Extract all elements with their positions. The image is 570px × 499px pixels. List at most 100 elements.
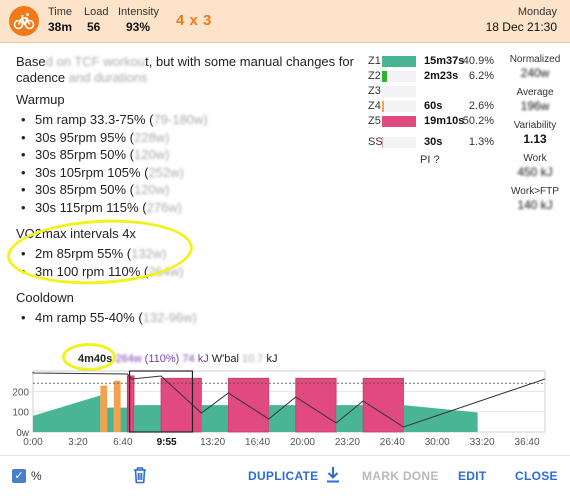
step-list: 4m ramp 55-40% (132-96w) <box>18 309 356 327</box>
intro-text: cadence <box>16 70 66 85</box>
zone-row: Z4 60s 2.6% <box>368 99 494 114</box>
percent-checkbox[interactable]: ✓ <box>12 469 26 483</box>
workout-header: Time 38m Load 56 Intensity 93% 4 x 3 Mon… <box>0 0 570 43</box>
zone-bar-track <box>382 56 416 67</box>
zone-bar <box>382 116 416 127</box>
stat-label: Time <box>48 6 73 18</box>
workout-metrics: Normalized 240w Average 196w Variability 1.13… <box>504 54 566 219</box>
chart-segment-z1 <box>134 405 161 432</box>
chart-x-tick-label: 20:00 <box>290 437 315 448</box>
chart-y-tick-label: 200 <box>12 387 29 398</box>
step-list: 2m 85rpm 55% (132w)3m 100 rpm 110% (264w… <box>18 245 356 280</box>
step-watts-redacted: 79-180w) <box>153 112 208 127</box>
step-item: 30s 95rpm 95% (228w) <box>18 129 356 147</box>
step-watts-redacted: 276w) <box>146 199 182 215</box>
bicycle-icon <box>9 6 39 36</box>
step-text: 30s 85rpm 50% ( <box>35 147 134 162</box>
chart-x-tick-label: 36:40 <box>515 437 540 448</box>
step-item: 4m ramp 55-40% (132-96w) <box>18 309 356 327</box>
readout-kj-unit: kJ <box>194 353 209 365</box>
readout-kj: 74 <box>182 353 195 365</box>
chart-x-tick-label: 26:40 <box>380 437 405 448</box>
stat-value: 56 <box>87 20 101 34</box>
zone-bar-track <box>382 137 416 148</box>
download-button[interactable] <box>326 466 340 489</box>
readout-power: 264w <box>115 353 142 365</box>
readout-wbal: 10.7 <box>241 353 264 365</box>
metric-label: Normalized <box>509 54 561 65</box>
metric-value: 1.13 <box>523 132 547 146</box>
workout-day: Monday <box>517 6 557 18</box>
zone-row: Z1 15m37s 40.9% <box>368 54 494 69</box>
step-item: 3m 100 rpm 110% (264w) <box>18 263 356 281</box>
stat-label: Intensity <box>118 6 159 18</box>
zone-name: Z5 <box>368 115 381 127</box>
chart-segment-z5 <box>160 377 202 433</box>
zone-bar <box>382 137 384 148</box>
action-bar: ✓ % DUPLICATE MARK DONE EDIT CLOSE <box>0 455 570 499</box>
chart-x-tick-label: 33:20 <box>470 437 495 448</box>
section-title: Warmup <box>16 92 65 107</box>
chart-x-tick-label: 23:20 <box>335 437 360 448</box>
trash-icon <box>134 467 146 484</box>
edit-button[interactable]: EDIT <box>458 469 487 483</box>
zone-name: Z4 <box>368 100 381 112</box>
zone-name: Z3 <box>368 85 381 97</box>
metric-label: Variability <box>513 120 557 131</box>
mark-done-button[interactable]: MARK DONE <box>362 469 439 483</box>
workout-datetime: 18 Dec 21:30 <box>485 20 557 34</box>
step-item: 5m ramp 33.3-75% (79-180w) <box>18 111 356 129</box>
metric-average: Average 196w <box>504 87 566 114</box>
step-watts-redacted: 132w) <box>131 246 167 261</box>
chart-x-tick-label: 6:40 <box>113 437 133 448</box>
step-list: 5m ramp 33.3-75% (79-180w)30s 95rpm 95% … <box>18 111 356 216</box>
chart-x-tick-label: 16:40 <box>245 437 270 448</box>
zone-bar <box>382 101 385 112</box>
step-item: 30s 115rpm 115% (276w) <box>18 199 356 217</box>
zone-breakdown: Z1 15m37s 40.9% Z2 2m23s 6.2% Z3 Z4 60s 2.6% Z5 19m… <box>368 54 494 150</box>
step-watts-redacted: 228w) <box>134 129 170 145</box>
zone-bar-track <box>382 86 416 97</box>
step-watts-redacted: 132-96w) <box>142 310 197 325</box>
close-button[interactable]: CLOSE <box>515 469 558 483</box>
zone-bar <box>382 71 388 82</box>
chart-selection <box>128 370 194 433</box>
workout-power-chart[interactable]: 0w 100 200 0:00 3:20 6:40 9:55 13:20 16:40 20:00 2… <box>0 365 570 450</box>
intro-text: t, but with some manual changes for <box>145 54 354 69</box>
zone-time: 2m23s <box>424 70 459 82</box>
chart-wbal-line <box>32 372 546 428</box>
intro-redacted: and durations <box>65 70 148 85</box>
metric-value: 240w <box>520 66 550 80</box>
zone-bar <box>382 56 416 67</box>
duplicate-button[interactable]: DUPLICATE <box>248 469 319 483</box>
chart-x-tick-label: 13:20 <box>200 437 225 448</box>
zone-percent: 50.2% <box>462 115 494 127</box>
metric-label: Work>FTP <box>511 186 559 197</box>
pi-label: PI ? <box>420 154 440 166</box>
stat-value: 93% <box>126 20 151 34</box>
stat-value: 38m <box>48 20 73 34</box>
metric-label: Work <box>523 153 547 164</box>
zone-name: SS <box>368 136 383 148</box>
delete-button[interactable] <box>132 466 148 489</box>
section-title: Cooldown <box>16 290 74 305</box>
percent-label: % <box>31 469 42 483</box>
chart-segment-z4 <box>100 385 108 432</box>
chart-segment-z1 <box>201 405 229 432</box>
metric-work-ftp: Work>FTP 140 kJ <box>504 186 566 213</box>
step-watts-redacted: 264w) <box>148 263 184 279</box>
highlight-circle <box>62 343 116 371</box>
chart-segment-z1 <box>107 407 114 432</box>
metric-work: Work 450 kJ <box>504 153 566 180</box>
step-item: 30s 85rpm 50% (120w) <box>18 181 356 199</box>
chart-segment-z4 <box>113 380 121 432</box>
download-icon <box>327 467 339 483</box>
step-item: 2m 85rpm 55% (132w) <box>18 245 356 263</box>
zone-name: Z1 <box>368 55 381 67</box>
metric-variability: Variability 1.13 <box>504 120 566 147</box>
step-watts-redacted: 120w) <box>134 182 170 197</box>
step-text: 30s 115rpm 115% ( <box>35 199 147 215</box>
zone-time: 30s <box>424 136 443 148</box>
workout-description: Based on TCF workout, but with some manu… <box>16 54 356 337</box>
zone-percent: 2.6% <box>468 100 494 112</box>
